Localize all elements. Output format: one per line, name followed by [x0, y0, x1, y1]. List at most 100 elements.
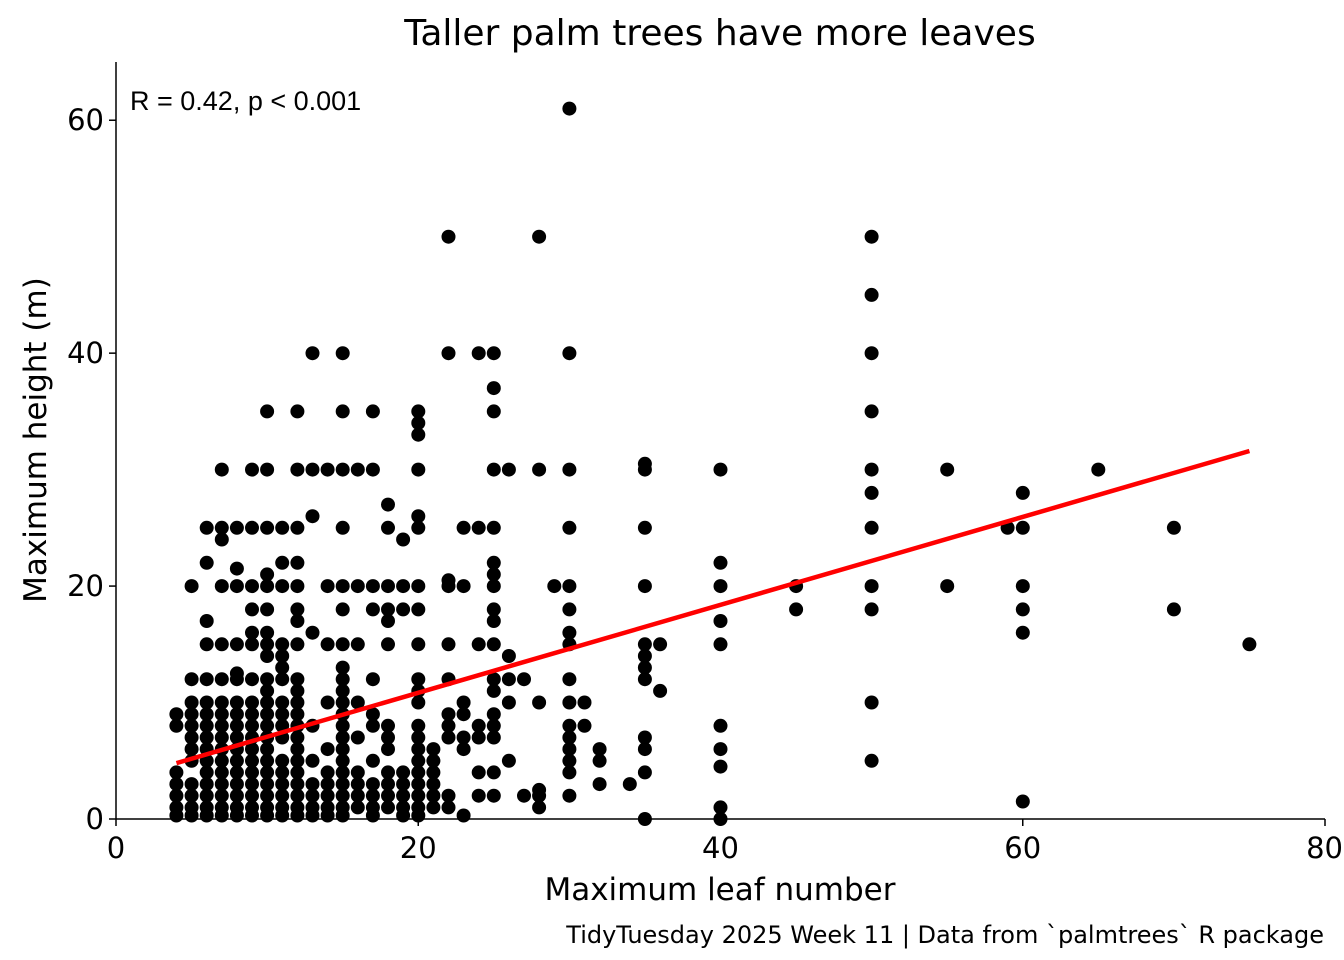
data-point	[411, 462, 426, 477]
data-point	[290, 695, 305, 710]
data-point	[305, 462, 320, 477]
data-point	[184, 672, 199, 687]
data-point	[411, 742, 426, 757]
data-point	[486, 381, 501, 396]
data-point	[486, 672, 501, 687]
data-point	[365, 672, 380, 687]
data-point	[365, 602, 380, 617]
data-point	[290, 765, 305, 780]
data-point	[290, 753, 305, 768]
data-point	[245, 707, 259, 722]
data-point	[199, 777, 214, 792]
data-point	[381, 637, 395, 652]
data-point	[245, 753, 259, 768]
data-point	[199, 808, 214, 823]
data-point	[229, 672, 244, 687]
data-point	[229, 730, 244, 745]
data-point	[260, 637, 275, 652]
data-point	[396, 808, 411, 823]
data-point	[1015, 520, 1030, 535]
data-point	[245, 742, 259, 757]
data-point	[260, 672, 275, 687]
data-point	[562, 730, 577, 745]
data-point	[335, 637, 350, 652]
data-point	[864, 695, 879, 710]
data-point	[305, 788, 320, 803]
data-point	[532, 800, 547, 815]
data-point	[713, 718, 728, 733]
data-point	[1015, 602, 1030, 617]
data-point	[713, 759, 728, 774]
data-point	[245, 695, 259, 710]
data-point	[471, 788, 486, 803]
data-point	[864, 753, 879, 768]
data-point	[335, 695, 350, 710]
data-point	[562, 765, 577, 780]
data-point	[290, 614, 305, 628]
data-point	[275, 788, 290, 803]
data-point	[199, 788, 214, 803]
data-point	[396, 765, 411, 780]
data-point	[245, 672, 259, 687]
data-point	[637, 660, 652, 675]
data-point	[411, 718, 426, 733]
data-point	[471, 718, 486, 733]
data-point	[381, 520, 395, 535]
data-point	[637, 579, 652, 594]
x-tick-label: 80	[1306, 831, 1343, 865]
data-point	[713, 579, 728, 594]
data-point	[381, 777, 395, 792]
data-point	[245, 462, 259, 477]
chart-title: Taller palm trees have more leaves	[403, 13, 1035, 54]
data-point	[562, 695, 577, 710]
data-point	[411, 509, 426, 524]
data-point	[275, 520, 290, 535]
data-point	[275, 637, 290, 652]
data-point	[517, 788, 531, 803]
data-point	[471, 346, 486, 361]
data-point	[245, 637, 259, 652]
data-point	[713, 462, 728, 477]
data-point	[350, 730, 365, 745]
data-point	[260, 718, 275, 733]
data-point	[275, 555, 290, 570]
data-point	[169, 777, 184, 792]
data-point	[426, 788, 441, 803]
data-point	[562, 101, 577, 116]
data-point	[381, 602, 395, 617]
data-point	[486, 567, 501, 582]
data-point	[592, 753, 607, 768]
data-point	[199, 520, 214, 535]
data-point	[441, 788, 456, 803]
data-point	[229, 765, 244, 780]
data-point	[335, 404, 350, 419]
data-point	[245, 602, 259, 617]
data-point	[411, 753, 426, 768]
data-point	[486, 602, 501, 617]
data-point	[169, 707, 184, 722]
data-point	[275, 753, 290, 768]
data-point	[260, 742, 275, 757]
data-point	[275, 672, 290, 687]
data-point	[350, 788, 365, 803]
data-point	[547, 579, 562, 594]
data-point	[260, 683, 275, 698]
data-point	[471, 765, 486, 780]
data-point	[1015, 485, 1030, 500]
data-point	[199, 695, 214, 710]
data-point	[486, 730, 501, 745]
data-point	[486, 346, 501, 361]
data-point	[577, 718, 592, 733]
data-point	[517, 672, 531, 687]
data-point	[335, 788, 350, 803]
data-point	[290, 555, 305, 570]
data-point	[381, 730, 395, 745]
data-point	[864, 229, 879, 244]
data-point	[411, 416, 426, 430]
data-point	[471, 520, 486, 535]
y-axis-title: Maximum height (m)	[18, 277, 54, 603]
data-point	[562, 753, 577, 768]
data-point	[486, 404, 501, 419]
data-point	[260, 520, 275, 535]
data-point	[214, 753, 229, 768]
